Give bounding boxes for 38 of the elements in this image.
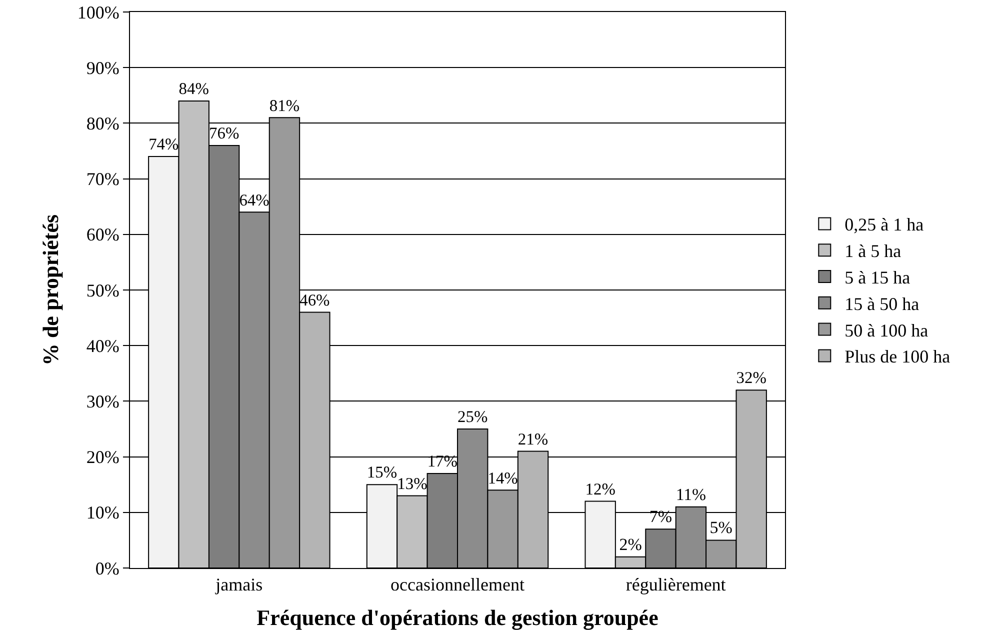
legend-label: 1 à 5 ha [844, 241, 902, 262]
y-tick-label: 0% [95, 558, 120, 578]
y-tick-label: 50% [86, 280, 120, 300]
data-label: 2% [619, 534, 642, 554]
data-label: 64% [239, 190, 270, 210]
y-tick-label: 80% [86, 114, 120, 134]
data-label: 46% [300, 290, 330, 310]
x-tick-label: jamais [214, 574, 263, 595]
data-label: 15% [366, 462, 398, 482]
x-tick-label: régulièrement [626, 574, 726, 595]
data-label: 84% [178, 79, 210, 98]
legend-label: 5 à 15 ha [844, 268, 910, 288]
legend-label: 50 à 100 ha [844, 320, 928, 340]
data-label: 32% [736, 368, 767, 388]
data-label: 25% [458, 407, 488, 426]
data-label: 76% [208, 124, 240, 143]
y-tick-label: 20% [86, 447, 120, 468]
y-tick-label: 90% [86, 58, 120, 78]
data-label: 5% [710, 518, 732, 538]
data-label: 11% [676, 484, 706, 504]
y-tick-label: 10% [86, 502, 120, 523]
y-axis-title: % de propriétés [38, 214, 64, 366]
data-label: 12% [585, 479, 616, 498]
legend-label: 0,25 à 1 ha [844, 214, 924, 235]
x-tick-label: occasionnellement [390, 574, 524, 595]
x-axis-title: Fréquence d'opérations de gestion groupée [256, 605, 659, 630]
data-label: 14% [488, 468, 518, 488]
y-tick-label: 40% [86, 336, 120, 356]
data-label: 13% [397, 474, 428, 493]
y-tick-label: 70% [86, 169, 120, 190]
data-label: 74% [148, 134, 180, 154]
y-tick-label: 100% [77, 2, 120, 22]
y-tick-label: 30% [86, 392, 120, 412]
data-label: 81% [269, 96, 300, 115]
data-label: 21% [518, 429, 548, 448]
legend-label: 15 à 50 ha [844, 294, 920, 314]
legend-label: Plus de 100 ha [844, 346, 950, 367]
y-tick-label: 60% [86, 224, 120, 245]
